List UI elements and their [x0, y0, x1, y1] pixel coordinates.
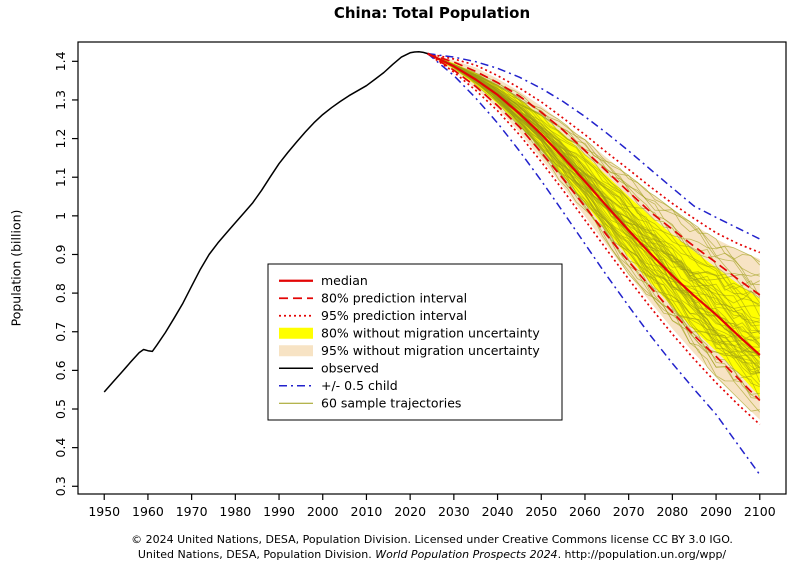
x-tick-label: 2080 [656, 504, 688, 519]
sample-trajectory [427, 53, 760, 364]
y-tick-label: 1.1 [53, 167, 68, 187]
sample-trajectory [427, 53, 761, 266]
y-tick-label: 1.2 [53, 129, 68, 149]
footer-citation-publication: World Population Prospects 2024 [375, 548, 558, 561]
sample-trajectory [427, 53, 761, 304]
x-tick-label: 1960 [132, 504, 164, 519]
x-tick-label: 2000 [307, 504, 339, 519]
plot-border [77, 41, 787, 495]
footer-license-line: © 2024 United Nations, DESA, Population … [46, 533, 800, 546]
footer-citation-url: . http://population.un.org/wpp/ [557, 548, 727, 561]
x-tick-label: 2030 [438, 504, 470, 519]
sample-trajectory [427, 53, 761, 347]
legend-label-median: median [321, 273, 368, 288]
chart-title: China: Total Population [333, 4, 531, 22]
y-tick-label: 0.6 [53, 360, 68, 380]
x-tick-label: 2060 [569, 504, 601, 519]
x-tick-label: 2020 [394, 504, 426, 519]
x-tick-label: 2070 [613, 504, 645, 519]
median-line [427, 52, 761, 356]
pi80-upper-line [427, 52, 761, 296]
sample-trajectories [427, 53, 761, 413]
legend-label-pi80: 80% prediction interval [321, 290, 467, 305]
observed-line [103, 50, 428, 393]
legend-label-nomig80: 80% without migration uncertainty [321, 325, 540, 340]
y-tick-label: 0.3 [53, 476, 68, 496]
legend-label-observed: observed [321, 360, 379, 375]
legend-label-half_child: +/- 0.5 child [321, 378, 398, 393]
x-tick-label: 1990 [263, 504, 295, 519]
y-axis-title: Population (billion) [8, 209, 24, 327]
x-tick-label: 1970 [176, 504, 208, 519]
sample-trajectory [427, 53, 760, 375]
y-tick-label: 0.4 [53, 438, 68, 458]
y-tick-label: 1.4 [53, 51, 68, 71]
footer-citation-prefix: United Nations, DESA, Population Divisio… [137, 548, 376, 561]
sample-trajectory [427, 53, 760, 374]
y-tick-label: 0.9 [53, 244, 68, 264]
y-axis: 0.3 0.4 0.5 0.6 0.7 0.8 0.9 1 1.1 1.2 1.3 1.4 [53, 51, 78, 496]
y-tick-label: 0.7 [53, 322, 68, 342]
legend-label-pi95: 95% prediction interval [321, 308, 467, 323]
x-tick-label: 2050 [525, 504, 557, 519]
x-tick-label: 2100 [744, 504, 776, 519]
footer-citation-line: United Nations, DESA, Population Divisio… [46, 548, 800, 561]
x-tick-label: 1980 [219, 504, 251, 519]
x-tick-label: 2010 [351, 504, 383, 519]
footer-license-text: © 2024 United Nations, DESA, Population … [131, 533, 733, 546]
legend-label-nomig95: 95% without migration uncertainty [321, 343, 540, 358]
y-tick-label: 1 [53, 212, 68, 220]
legend-label-samples: 60 sample trajectories [321, 395, 461, 410]
x-tick-label: 1950 [88, 504, 120, 519]
band-95-without-migration [427, 53, 760, 420]
pi95-upper-line [427, 52, 761, 254]
x-tick-label: 2090 [700, 504, 732, 519]
y-tick-label: 0.8 [53, 283, 68, 303]
pi95-lower-line [427, 52, 761, 426]
plus-half-child-line [427, 52, 761, 240]
legend-box [267, 263, 563, 421]
pi80-lower-line [427, 52, 761, 402]
sample-trajectory [427, 53, 760, 412]
x-axis: 1950 1960 1970 1980 1990 2000 2010 2020 2030 2040… [88, 494, 776, 519]
x-tick-label: 2040 [482, 504, 514, 519]
y-tick-label: 0.5 [53, 399, 68, 419]
y-tick-label: 1.3 [53, 90, 68, 110]
legend: median 80% prediction interval 95% predict… [267, 263, 563, 421]
sample-trajectory [427, 53, 760, 395]
